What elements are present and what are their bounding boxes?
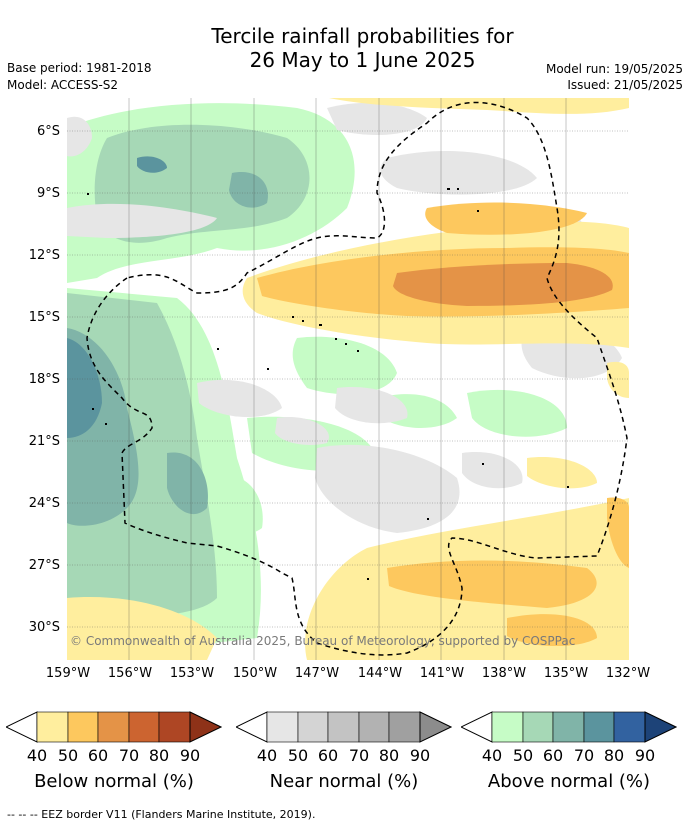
lon-label-132w: 132°W xyxy=(605,666,651,681)
eez-border-footnote: -- -- -- EEZ border V11 (Flanders Marine… xyxy=(7,808,316,821)
map-meridians xyxy=(128,98,567,660)
model-run-label: Model run: 19/05/2025 xyxy=(545,62,683,76)
legend-below-normal-colorbar xyxy=(6,711,222,743)
base-period-label: Base period: 1981-2018 xyxy=(7,61,152,75)
lon-label-150w: 150°W xyxy=(232,666,278,681)
legend-near-tick-90: 90 xyxy=(409,746,431,765)
lat-label-24s: 24°S xyxy=(28,496,60,511)
model-label: Model: ACCESS-S2 xyxy=(7,78,119,92)
lon-label-153w: 153°W xyxy=(169,666,215,681)
legend-near-normal-colorbar xyxy=(236,711,452,743)
lat-label-9s: 9°S xyxy=(36,186,60,201)
legend-near-tick-70: 70 xyxy=(348,746,370,765)
rainfall-probability-map xyxy=(67,98,629,660)
legend-above-tick-40: 40 xyxy=(481,746,503,765)
legend-below-title: Below normal (%) xyxy=(34,771,194,792)
legend-near-tick-50: 50 xyxy=(287,746,309,765)
map-title-line2: 26 May to 1 June 2025 xyxy=(249,48,476,72)
legend-near-ticks: 40 50 60 70 80 90 xyxy=(236,746,452,766)
eez-border xyxy=(86,101,628,656)
lat-label-15s: 15°S xyxy=(28,310,60,325)
lon-label-141w: 141°W xyxy=(419,666,465,681)
legend-near-tick-80: 80 xyxy=(378,746,400,765)
legend-above-tick-90: 90 xyxy=(634,746,656,765)
lon-label-138w: 138°W xyxy=(481,666,527,681)
lat-label-12s: 12°S xyxy=(28,248,60,263)
islands xyxy=(87,188,569,580)
legend-above-normal-colorbar xyxy=(461,711,677,743)
issued-label: Issued: 21/05/2025 xyxy=(567,78,683,92)
legend-below-tick-90: 90 xyxy=(179,746,201,765)
lat-label-6s: 6°S xyxy=(36,124,60,139)
legend-below-tick-80: 80 xyxy=(148,746,170,765)
below-normal-60 xyxy=(393,263,613,306)
lat-label-21s: 21°S xyxy=(28,434,60,449)
above-normal-80 xyxy=(67,156,167,438)
legend-near-tick-60: 60 xyxy=(317,746,339,765)
lon-label-144w: 144°W xyxy=(357,666,403,681)
legend-above-tick-80: 80 xyxy=(603,746,625,765)
lon-label-147w: 147°W xyxy=(294,666,340,681)
map-gridlines xyxy=(67,130,629,628)
lon-label-156w: 156°W xyxy=(107,666,153,681)
lat-label-18s: 18°S xyxy=(28,372,60,387)
legend-above-title: Above normal (%) xyxy=(487,771,651,792)
lat-label-27s: 27°S xyxy=(28,558,60,573)
copyright-notice: © Commonwealth of Australia 2025, Bureau… xyxy=(70,634,576,648)
map-title-line1: Tercile rainfall probabilities for xyxy=(211,24,514,48)
legend-below-tick-50: 50 xyxy=(57,746,79,765)
legend-above-tick-70: 70 xyxy=(573,746,595,765)
lat-label-30s: 30°S xyxy=(28,620,60,635)
legend-below-tick-70: 70 xyxy=(118,746,140,765)
legend-near-tick-40: 40 xyxy=(256,746,278,765)
legend-above-ticks: 40 50 60 70 80 90 xyxy=(461,746,677,766)
legend-below-tick-40: 40 xyxy=(26,746,48,765)
legend-below-ticks: 40 50 60 70 80 90 xyxy=(6,746,222,766)
legend-below-tick-60: 60 xyxy=(87,746,109,765)
legend-above-tick-50: 50 xyxy=(512,746,534,765)
legend-above-tick-60: 60 xyxy=(542,746,564,765)
lon-label-159w: 159°W xyxy=(45,666,91,681)
legend-near-title: Near normal (%) xyxy=(269,771,419,792)
lon-label-135w: 135°W xyxy=(543,666,589,681)
near-normal-regions xyxy=(67,102,622,533)
